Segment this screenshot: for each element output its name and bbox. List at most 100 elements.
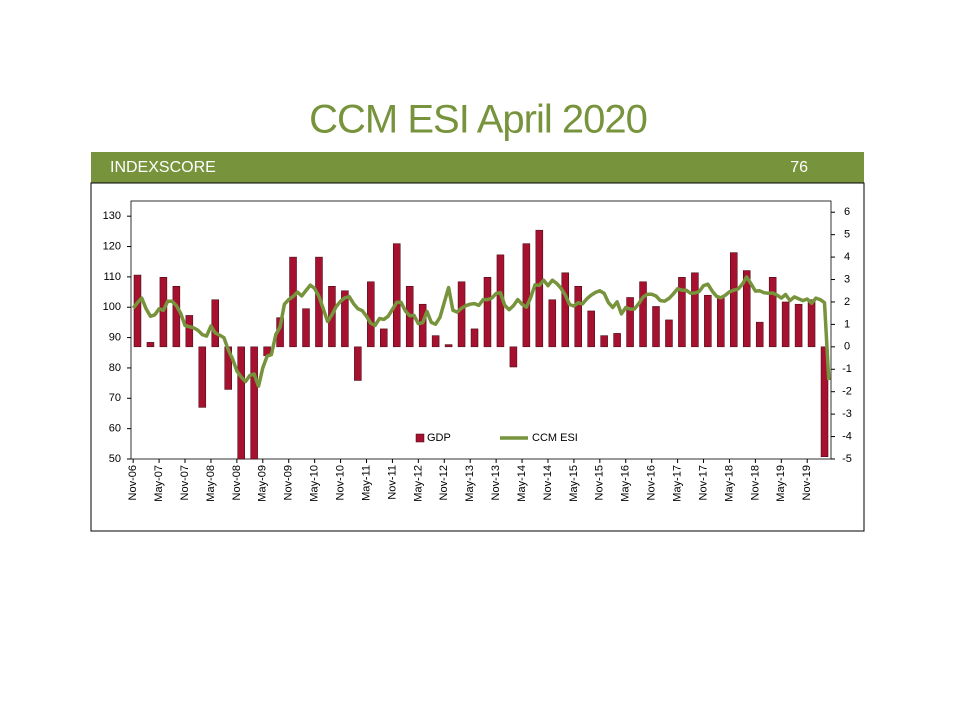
x-tick-label: Nov-06 [127,465,139,500]
x-tick-label: May-16 [620,465,632,502]
bar [600,335,608,348]
bar [742,270,751,348]
legend-label: CCM ESI [532,432,578,444]
bar [418,303,427,348]
bar [561,272,570,348]
y-tick-label: 120 [103,240,121,252]
bar [730,252,738,348]
banner-label: INDEXSCORE [110,159,216,176]
y2-tick-label: 3 [844,273,850,285]
bar [444,344,453,348]
x-tick-label: Nov-16 [646,465,658,500]
x-tick-label: Nov-08 [231,465,243,500]
bar [807,299,816,348]
x-tick-label: May-07 [153,465,165,502]
bar [574,286,582,348]
bar [587,310,595,348]
plot-area [130,200,832,460]
bar [691,272,699,348]
bar [626,297,634,348]
bar [522,243,531,348]
bar [665,319,673,348]
x-tick-label: Nov-07 [179,465,191,500]
bar [639,281,647,348]
bar [483,277,492,348]
y2-tick-label: -3 [842,408,852,420]
y-tick-label: 130 [103,210,121,222]
bar [172,286,181,348]
bar [613,333,621,348]
x-tick-label: Nov-15 [594,465,606,500]
legend-swatch [415,433,425,443]
y-tick-label: 100 [103,301,121,313]
bar [250,346,258,460]
bar [548,299,557,348]
bar [535,229,544,348]
y2-tick-label: 5 [844,229,850,241]
x-tick-label: Nov-10 [334,465,346,500]
bar [237,346,245,460]
y2-tick-label: 6 [844,206,850,218]
bar [185,315,194,348]
y-tick-label: 110 [103,271,121,283]
x-tick-label: May-17 [672,465,684,502]
y-tick-label: 80 [109,362,121,374]
bar [133,274,142,348]
y2-tick-label: -2 [842,386,852,398]
y2-tick-label: 1 [844,318,850,330]
bar [457,281,466,348]
x-tick-label: Nov-11 [386,465,398,500]
bar [198,346,207,408]
bar [781,301,790,348]
y2-tick-label: -4 [842,430,852,442]
x-tick-label: May-10 [309,465,321,502]
y2-tick-label: 2 [844,296,850,308]
x-tick-label: Nov-17 [697,465,709,500]
bar [717,297,725,348]
bar [380,328,388,348]
y2-tick-label: 0 [844,341,850,353]
x-tick-label: May-19 [775,465,787,502]
bar [367,281,375,348]
banner [91,152,864,183]
y2-tick-label: -1 [842,363,852,375]
y-tick-label: 50 [109,453,121,465]
x-tick-label: May-15 [568,465,580,502]
y-tick-label: 60 [109,423,121,435]
banner-score: 76 [790,159,808,176]
bar [159,277,168,348]
bar [146,342,155,348]
bar [509,346,518,368]
x-tick-label: Nov-09 [283,465,295,500]
bar [431,335,440,348]
x-tick-label: May-08 [205,465,217,502]
line [131,275,831,388]
bar [211,299,220,348]
bar [302,308,310,348]
y-tick-label: 90 [109,331,121,343]
x-tick-label: May-11 [360,465,372,501]
bar [704,294,712,348]
x-tick-label: May-12 [412,465,424,502]
bar [794,303,803,348]
slide-title: CCM ESI April 2020 [309,98,647,142]
bar [820,346,829,458]
bar [341,290,349,348]
x-tick-label: May-14 [516,465,528,502]
y2-tick-label: 4 [844,251,850,263]
bar [470,328,479,348]
bar [755,321,764,348]
x-tick-label: Nov-12 [438,465,450,500]
x-tick-label: Nov-18 [749,465,761,500]
bar [678,277,686,348]
x-tick-label: Nov-13 [490,465,502,500]
x-tick-label: Nov-19 [801,465,813,500]
x-tick-label: May-18 [723,465,735,502]
bar [289,256,297,348]
x-tick-label: May-13 [464,465,476,502]
bar [392,243,401,348]
bar [768,277,777,348]
x-tick-label: May-09 [257,465,269,502]
y2-tick-label: -5 [842,453,852,465]
